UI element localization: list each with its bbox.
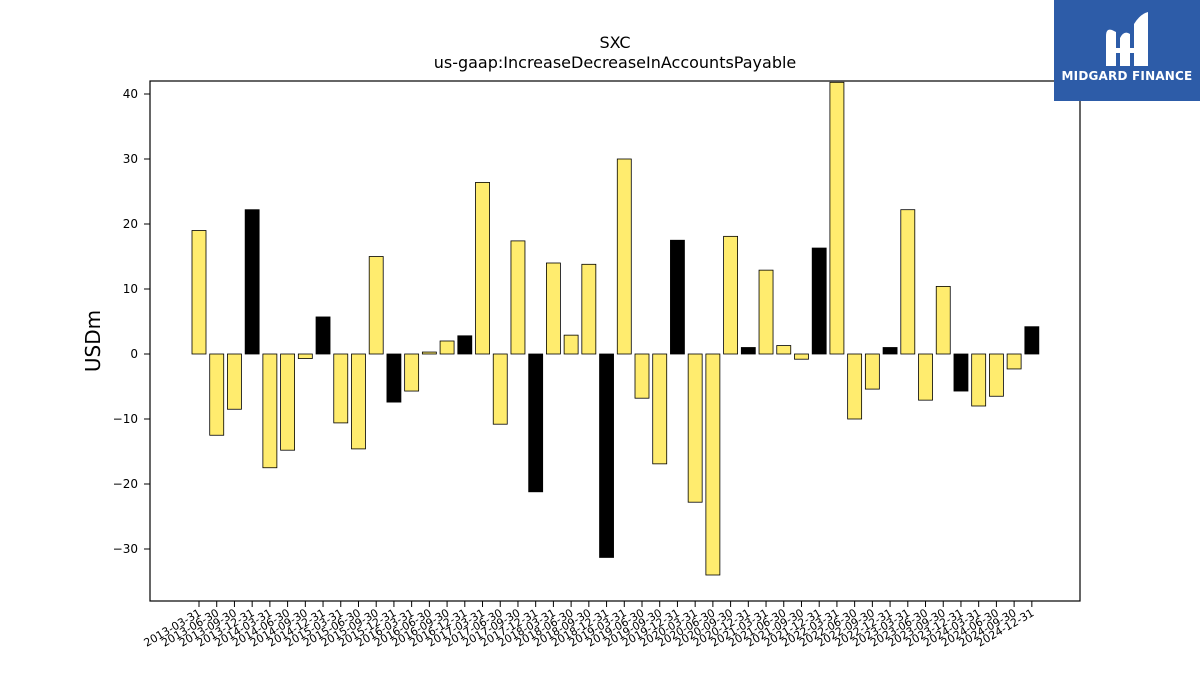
logo: MIDGARD FINANCE (1054, 0, 1200, 101)
bar (351, 353, 366, 450)
bar (953, 353, 969, 392)
bar (563, 334, 579, 355)
bar (546, 262, 561, 355)
bar (723, 235, 738, 355)
bar (652, 353, 668, 465)
plot-frame (149, 80, 1081, 602)
y-tick-label: 20 (123, 217, 138, 231)
bar (670, 239, 685, 355)
y-tick-label: −30 (113, 542, 138, 556)
bar (1006, 353, 1022, 370)
bar (581, 263, 597, 355)
bar (280, 353, 296, 451)
chart-title: SXC (599, 33, 631, 52)
bar (971, 353, 987, 407)
bar (776, 345, 792, 355)
logo-text: MIDGARD FINANCE (1061, 69, 1193, 83)
y-axis-label: USDm (81, 310, 105, 372)
bar (528, 353, 544, 493)
bar (510, 240, 526, 355)
y-tick-label: −10 (113, 412, 138, 426)
bar (457, 335, 473, 355)
y-tick-label: 40 (123, 87, 138, 101)
bar (297, 353, 313, 359)
chart-subtitle: us-gaap:IncreaseDecreaseInAccountsPayabl… (433, 53, 797, 72)
bar (333, 353, 349, 424)
bar (616, 158, 632, 355)
bar (864, 353, 880, 390)
bar (811, 247, 827, 355)
bar (882, 347, 898, 355)
bar (918, 353, 933, 401)
bar (315, 316, 331, 355)
bar (439, 340, 455, 355)
bar (1024, 326, 1040, 355)
y-tick-label: 30 (123, 152, 138, 166)
x-axis: 2013-03-312013-06-302013-09-302013-12-31… (142, 601, 1036, 650)
bar (262, 353, 278, 469)
y-tick-label: 10 (123, 282, 138, 296)
bar (900, 209, 916, 355)
bar (829, 81, 845, 355)
bar (475, 181, 490, 355)
bar (209, 353, 225, 436)
bars-group (191, 81, 1040, 576)
bar (687, 353, 703, 503)
bar (794, 353, 809, 360)
bar (368, 256, 384, 355)
bar (634, 353, 650, 399)
bar (758, 269, 774, 355)
bar (847, 353, 863, 420)
midgard-finance-logo-icon (1106, 12, 1148, 67)
bar (492, 353, 508, 425)
bar (244, 209, 260, 355)
bar (191, 230, 207, 355)
bar (599, 353, 614, 558)
bar (227, 353, 242, 410)
bar (989, 353, 1004, 397)
bar (935, 285, 951, 355)
y-axis: −30 −20 −10 0 10 20 30 40 (113, 87, 150, 556)
bar (386, 353, 402, 403)
bar (421, 351, 437, 355)
y-tick-label: 0 (130, 347, 138, 361)
y-tick-label: −20 (113, 477, 138, 491)
bar (404, 353, 420, 392)
bar (705, 353, 721, 576)
bar (740, 347, 756, 355)
